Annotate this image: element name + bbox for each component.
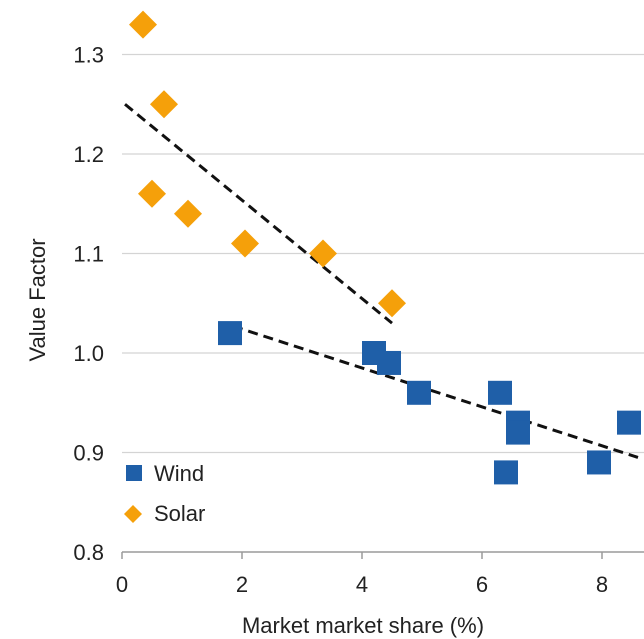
solar-point — [231, 229, 259, 258]
trendline-wind — [232, 324, 639, 459]
legend-solar-label: Solar — [154, 501, 205, 526]
solar-point — [138, 179, 166, 208]
legend: Wind Solar — [124, 461, 205, 526]
legend-wind-marker — [126, 465, 142, 481]
tick-labels: 0.8 0.9 1.0 1.1 1.2 1.3 0 2 4 6 8 — [73, 43, 608, 598]
axes — [121, 551, 644, 559]
gridlines — [122, 53, 644, 454]
y-tick-label: 1.0 — [73, 341, 104, 366]
wind-point — [407, 380, 431, 405]
y-tick-label: 1.3 — [73, 43, 104, 68]
x-tick-label: 6 — [476, 572, 488, 597]
wind-point — [377, 350, 401, 375]
wind-point — [617, 410, 641, 435]
x-tick-label: 4 — [356, 572, 368, 597]
x-tick-label: 0 — [116, 572, 128, 597]
solar-point — [174, 199, 202, 228]
solar-point — [129, 10, 157, 39]
y-tick-label: 0.9 — [73, 441, 104, 466]
wind-point — [506, 420, 530, 445]
y-tick-label: 1.1 — [73, 242, 104, 267]
solar-point — [378, 289, 406, 318]
y-tick-label: 0.8 — [73, 540, 104, 565]
trendline-solar — [124, 103, 393, 325]
y-tick-label: 1.2 — [73, 142, 104, 167]
data-points — [129, 10, 641, 485]
legend-solar-marker — [124, 505, 142, 523]
wind-point — [587, 450, 611, 475]
x-tick-label: 2 — [236, 572, 248, 597]
wind-point — [494, 460, 518, 485]
wind-point — [488, 380, 512, 405]
solar-point — [150, 90, 178, 119]
y-axis-title: Value Factor — [25, 238, 50, 361]
wind-point — [218, 321, 242, 346]
trendlines — [124, 103, 639, 459]
solar-point — [309, 239, 337, 268]
x-axis-title: Market market share (%) — [242, 613, 484, 638]
x-tick-label: 8 — [596, 572, 608, 597]
legend-wind-label: Wind — [154, 461, 204, 486]
